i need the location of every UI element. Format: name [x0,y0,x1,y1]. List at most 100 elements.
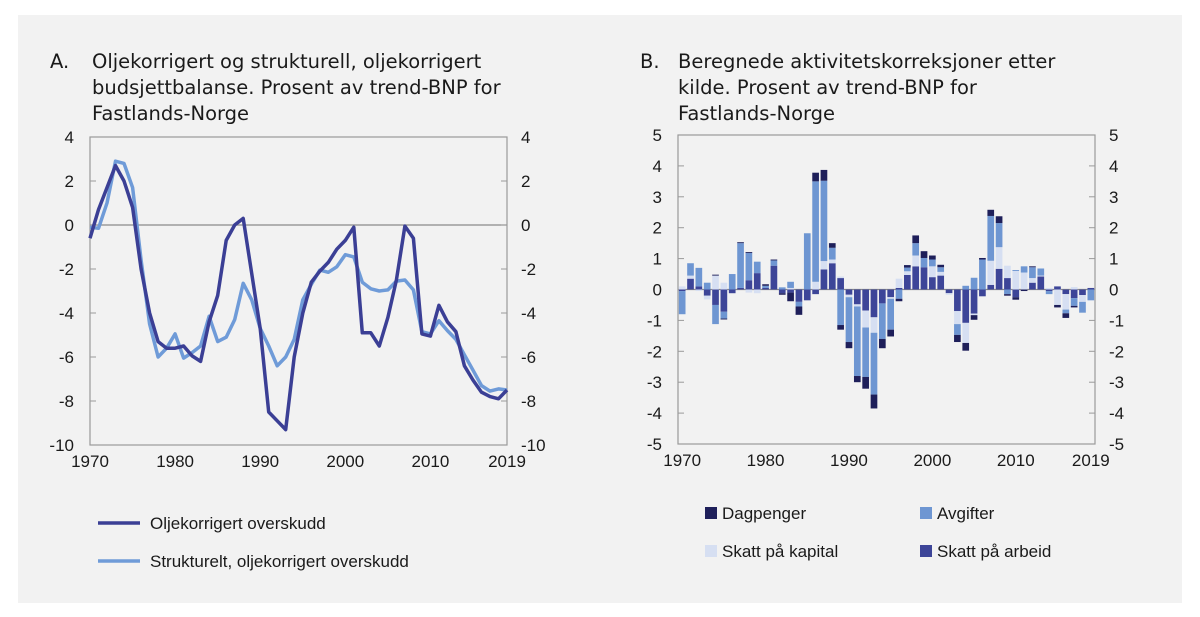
chart-a-panel-label: A. [50,50,69,73]
y-tick-label-right: 1 [1109,250,1118,269]
bar-segment-skatt-arbeid [778,289,786,294]
bar-segment-dagpenger [828,243,836,248]
bar-segment-avgifter [929,259,936,267]
bar-segment-dagpenger [904,265,911,268]
bar-segment-avgifter [970,277,978,290]
y-tick-label-left: -10 [49,436,74,455]
bar-segment-dagpenger [720,318,728,320]
bar-segment-avgifter [812,181,819,282]
chart-a: A. Oljekorrigert og strukturell, oljekor… [49,50,545,571]
x-tick-label: 2000 [913,451,951,470]
bar-segment-skatt-arbeid [787,289,794,293]
legend-swatch-dagpenger [705,507,717,519]
bar-segment-avgifter [979,259,986,290]
chart-a-title-line-2: budsjettbalanse. Prosent av trend-BNP fo… [92,76,502,99]
bar-segment-avgifter [703,282,711,290]
bar-segment-skatt-arbeid [954,289,961,312]
bar-segment-skatt-arbeid [895,287,903,290]
y-tick-label-right: -2 [521,260,536,279]
bar-segment-dagpenger [787,292,794,302]
bar-segment-skatt-kapital [870,317,878,333]
y-tick-label-right: 2 [521,172,530,191]
legend-label-avgifter: Avgifter [937,504,995,523]
bar-segment-dagpenger [1004,294,1011,296]
bar-segment-dagpenger [845,342,853,349]
bar-segment-skatt-kapital [995,247,1003,269]
bar-segment-avgifter [887,298,895,330]
bar-segment-skatt-arbeid [887,289,895,298]
y-tick-label-left: -3 [647,373,662,392]
bar-segment-skatt-arbeid [1029,282,1036,290]
bar-segment-skatt-arbeid [728,289,736,294]
bar-segment-skatt-arbeid [712,289,719,305]
y-tick-label-left: 5 [653,126,662,145]
bar-segment-skatt-kapital [695,289,703,292]
bar-segment-skatt-kapital [887,297,895,299]
bar-segment-skatt-arbeid [678,289,686,292]
legend-label-skatt-arbeid: Skatt på arbeid [937,542,1051,561]
bar-segment-avgifter [845,297,853,343]
bar-segment-dagpenger [954,334,961,343]
bar-segment-skatt-arbeid [1004,278,1011,290]
bar-segment-skatt-arbeid [720,289,728,312]
y-tick-label-right: 2 [1109,219,1118,238]
bar-segment-dagpenger [979,257,986,260]
bar-segment-skatt-arbeid [703,289,711,296]
y-tick-label-right: -6 [521,348,536,367]
bar-segment-dagpenger [812,172,819,182]
bar-segment-avgifter [745,253,753,281]
bar-segment-avgifter [1037,268,1045,276]
y-tick-label-right: 4 [521,128,530,147]
bar-segment-skatt-arbeid [970,289,978,314]
bar-segment-skatt-kapital [845,294,853,298]
bar-segment-skatt-kapital [1037,275,1045,277]
bar-segment-skatt-kapital [712,275,719,290]
bar-segment-skatt-kapital [678,286,686,290]
bar-segment-avgifter [895,289,903,299]
y-tick-label-right: 0 [521,216,530,235]
chart-a-title-line-1: Oljekorrigert og strukturell, oljekorrig… [92,50,482,73]
y-tick-label-left: 2 [65,172,74,191]
bar-segment-dagpenger [778,293,786,295]
bar-segment-skatt-kapital [853,304,861,307]
bar-segment-skatt-kapital [945,293,953,295]
bar-segment-avgifter [678,291,686,315]
bar-segment-avgifter [787,281,794,288]
bar-segment-skatt-kapital [837,276,844,279]
bar-segment-skatt-kapital [929,266,936,278]
y-tick-label-left: 0 [653,281,662,300]
y-tick-label-left: 0 [65,216,74,235]
series-line-oljekorrigert [88,163,509,432]
bar-segment-avgifter [770,260,778,266]
bar-segment-avgifter [820,180,828,262]
y-tick-label-left: -2 [647,342,662,361]
chart-b-panel-label: B. [640,50,660,73]
bar-segment-dagpenger [820,169,828,181]
bar-segment-avgifter [1045,291,1053,295]
plot-frame [89,136,508,446]
bar-segment-dagpenger [895,298,903,302]
bar-segment-skatt-arbeid [904,274,911,290]
bar-segment-dagpenger [912,235,920,244]
bar-segment-skatt-arbeid [1070,289,1078,299]
bar-segment-skatt-kapital [904,271,911,275]
y-tick-label-left: -5 [647,435,662,454]
bar-segment-skatt-arbeid [912,266,920,290]
legend-label-dagpenger: Dagpenger [722,504,806,523]
bar-segment-dagpenger [1020,289,1028,292]
bar-segment-skatt-kapital [820,261,828,270]
bar-segment-dagpenger [862,376,869,389]
bar-segment-avgifter [828,247,836,260]
bar-segment-skatt-arbeid [795,289,803,302]
y-tick-label-left: -1 [647,311,662,330]
bar-segment-avgifter [1029,267,1036,279]
bar-segment-avgifter [1087,289,1095,301]
bar-segment-skatt-kapital [828,259,836,264]
bar-segment-dagpenger [1012,297,1020,300]
bar-segment-avgifter [728,274,736,290]
chart-b-title-line-2: kilde. Prosent av trend-BNP for [678,76,978,99]
y-tick-label-left: 1 [653,250,662,269]
bar-segment-dagpenger [929,255,936,260]
x-tick-label: 2000 [326,452,364,471]
